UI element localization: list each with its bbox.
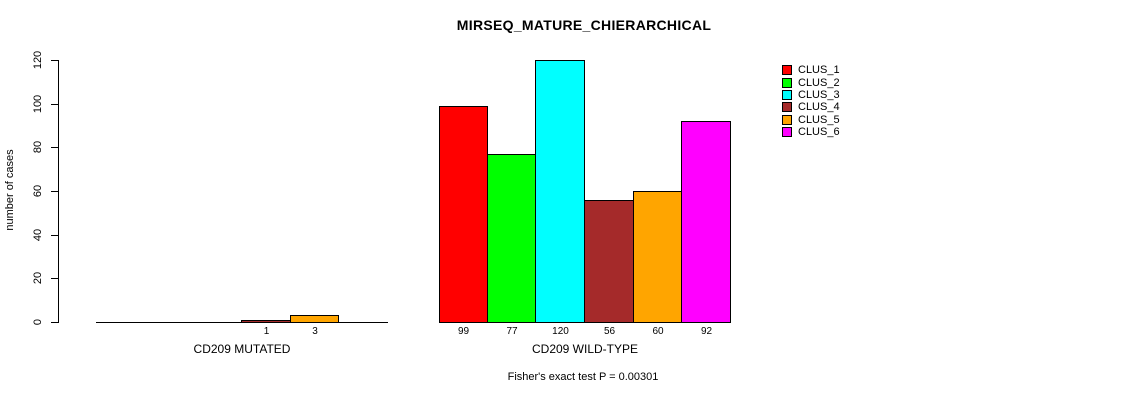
y-axis-tick-label: 100 xyxy=(32,94,44,114)
y-axis-tick-label: 0 xyxy=(32,318,44,326)
y-axis-tick xyxy=(51,60,58,61)
bar-value-label: 92 xyxy=(700,326,713,337)
legend-swatch-icon xyxy=(782,89,792,100)
bar-clus_6 xyxy=(681,121,731,323)
legend-item-label: CLUS_2 xyxy=(798,76,840,89)
bar-value-label: 3 xyxy=(312,326,318,337)
y-axis-tick xyxy=(51,235,58,236)
legend-item: CLUS_5 xyxy=(782,114,840,126)
y-axis-line xyxy=(58,60,59,323)
bar-clus_5 xyxy=(290,315,339,323)
chart-title: MIRSEQ_MATURE_CHIERARCHICAL xyxy=(456,17,712,33)
bar-clus_5 xyxy=(633,191,682,323)
legend-swatch-icon xyxy=(782,65,792,76)
y-axis-tick-label: 60 xyxy=(32,184,44,198)
legend-swatch-icon xyxy=(782,127,792,138)
y-axis-tick xyxy=(51,278,58,279)
y-axis-tick xyxy=(51,322,58,323)
legend-item-label: CLUS_5 xyxy=(798,113,840,126)
fisher-test-annotation: Fisher's exact test P = 0.00301 xyxy=(507,371,659,383)
bar-value-label: 77 xyxy=(506,326,518,337)
bar-clus_1 xyxy=(439,106,488,323)
y-axis-tick xyxy=(51,104,58,105)
x-axis-group-label: CD209 MUTATED xyxy=(193,342,291,356)
legend-swatch-icon xyxy=(782,114,792,125)
bar-clus_4 xyxy=(241,320,291,323)
legend-item: CLUS_4 xyxy=(782,101,840,113)
bar-value-label: 1 xyxy=(263,326,270,337)
bar-value-label: 99 xyxy=(457,326,470,337)
legend-swatch-icon xyxy=(782,77,792,88)
legend: CLUS_1 CLUS_2 CLUS_3 CLUS_4 CLUS_5 CLUS_6 xyxy=(782,64,840,138)
bar-clus_2 xyxy=(487,154,536,323)
x-axis-group-label: CD209 WILD-TYPE xyxy=(531,342,639,356)
legend-item-label: CLUS_4 xyxy=(798,101,840,114)
bar-clus_3 xyxy=(535,60,585,323)
y-axis-tick xyxy=(51,191,58,192)
y-axis-tick-label: 80 xyxy=(32,140,44,154)
legend-swatch-icon xyxy=(782,102,792,113)
legend-item-label: CLUS_6 xyxy=(798,126,840,139)
legend-item-label: CLUS_3 xyxy=(798,88,840,101)
bar-clus_4 xyxy=(584,200,634,323)
y-axis-tick-label: 40 xyxy=(32,228,44,242)
legend-item: CLUS_1 xyxy=(782,64,840,76)
legend-item-label: CLUS_1 xyxy=(798,64,840,77)
bar-value-label: 120 xyxy=(552,326,569,337)
legend-item: CLUS_2 xyxy=(782,76,840,89)
y-axis-tick-label: 120 xyxy=(32,50,44,70)
bar-value-label: 56 xyxy=(603,326,616,337)
legend-item: CLUS_3 xyxy=(782,89,840,101)
bar-value-label: 60 xyxy=(652,326,664,337)
legend-item: CLUS_6 xyxy=(782,126,840,138)
y-axis-tick xyxy=(51,147,58,148)
y-axis-tick-label: 20 xyxy=(32,271,44,285)
